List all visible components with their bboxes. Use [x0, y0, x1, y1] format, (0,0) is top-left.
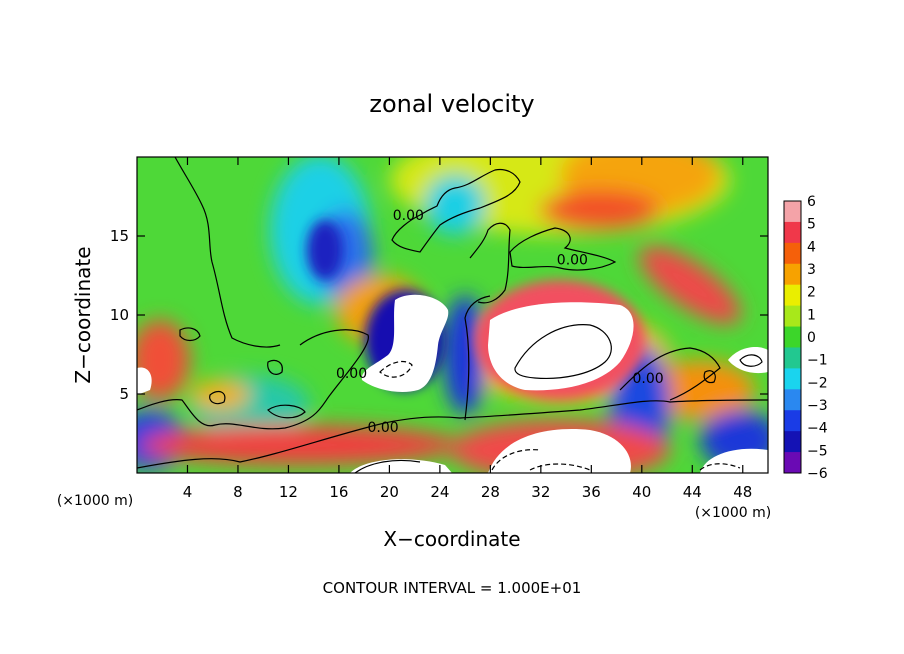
x-tick-label: 16 — [329, 483, 348, 501]
saturated-region — [728, 347, 768, 374]
contour-line — [619, 347, 721, 401]
colorbar-label: −2 — [807, 375, 828, 391]
y-tick-label: 10 — [110, 306, 129, 324]
x-tick-label: 20 — [380, 483, 399, 501]
y-tick-label: 15 — [110, 227, 129, 245]
contour-line — [491, 449, 541, 471]
colorbar-swatch — [784, 410, 801, 432]
contour-line — [267, 359, 283, 375]
contour-label: 0.00 — [368, 420, 399, 436]
x-tick-label: 24 — [430, 483, 449, 501]
y-axis-label: Z−coordinate — [71, 246, 95, 383]
x-tick-label: 44 — [683, 483, 702, 501]
colorbar-swatch — [784, 326, 801, 348]
colorbar-swatch — [784, 452, 801, 474]
x-tick-label: 12 — [279, 483, 298, 501]
colorbar-label: 2 — [807, 285, 816, 301]
contour-line — [267, 404, 306, 419]
colorbar-swatch — [784, 263, 801, 286]
contour-line — [354, 459, 421, 473]
colorbar-label: 4 — [807, 239, 816, 255]
contour-line — [464, 295, 491, 421]
contour-line — [137, 399, 768, 469]
saturated-region — [700, 448, 768, 473]
contour-label: 0.00 — [633, 371, 664, 387]
colorbar-label: 3 — [807, 262, 816, 278]
colorbar-label: −4 — [807, 421, 828, 437]
saturated-region — [488, 302, 634, 391]
contour-line — [209, 390, 226, 405]
saturated-region — [137, 367, 152, 395]
colorbar-label: 0 — [807, 330, 816, 346]
contour-line — [529, 463, 591, 471]
contour-label: 0.00 — [557, 252, 588, 268]
colorbar-swatch — [784, 368, 801, 390]
contour-line — [703, 370, 716, 384]
colorbar-label: 1 — [807, 307, 816, 323]
colorbar-swatch — [784, 242, 801, 265]
colorbar-swatch — [784, 284, 801, 307]
y-tick-label: 5 — [119, 385, 129, 403]
x-tick-label: 8 — [233, 483, 243, 501]
heatmap-field — [137, 157, 768, 473]
contour-line — [509, 227, 617, 271]
contour-line — [179, 327, 201, 342]
saturated-region — [488, 429, 631, 473]
colorbar-label: −1 — [807, 353, 828, 369]
colorbar-swatch — [784, 221, 801, 244]
contour-line — [137, 329, 369, 430]
colorbar-swatch — [784, 305, 801, 328]
x-unit-right: (×1000 m) — [695, 505, 771, 521]
colorbar-label: −3 — [807, 398, 828, 414]
colorbar-swatch — [784, 347, 801, 369]
colorbar-swatch — [784, 201, 801, 223]
colorbar-label: 5 — [807, 217, 816, 233]
colorbar-label: −6 — [807, 466, 828, 482]
saturated-region — [361, 294, 449, 392]
colorbar: 6 5 4 3 2 1 0 −1 −2 −3 −4 −5 −6 — [783, 194, 828, 482]
colorbar-label: 6 — [807, 194, 816, 210]
x-tick-label: 4 — [183, 483, 193, 501]
colorbar-swatch — [784, 389, 801, 411]
x-tick-label: 32 — [531, 483, 550, 501]
colorbar-label: −5 — [807, 443, 828, 459]
colorbar-swatch — [784, 431, 801, 453]
contour-interval-note: CONTOUR INTERVAL = 1.000E+01 — [323, 579, 582, 597]
colorbar-frame — [783, 200, 802, 474]
contour-label: 0.00 — [336, 366, 367, 382]
x-unit-left: (×1000 m) — [57, 493, 133, 509]
contour-line — [739, 354, 763, 367]
contour-line — [391, 168, 521, 253]
contour-label: 0.00 — [393, 208, 424, 224]
x-tick-label: 36 — [582, 483, 601, 501]
contour-lines — [137, 157, 768, 473]
x-tick-label: 48 — [733, 483, 752, 501]
contour-line — [469, 222, 511, 304]
contour-line — [379, 360, 413, 378]
x-tick-label: 28 — [481, 483, 500, 501]
contour-line — [514, 324, 612, 380]
x-axis-label: X−coordinate — [383, 527, 520, 551]
contour-line — [174, 157, 281, 348]
chart-title: zonal velocity — [369, 90, 534, 118]
contour-line — [699, 463, 741, 471]
saturated-region — [350, 459, 452, 473]
x-tick-label: 40 — [632, 483, 651, 501]
